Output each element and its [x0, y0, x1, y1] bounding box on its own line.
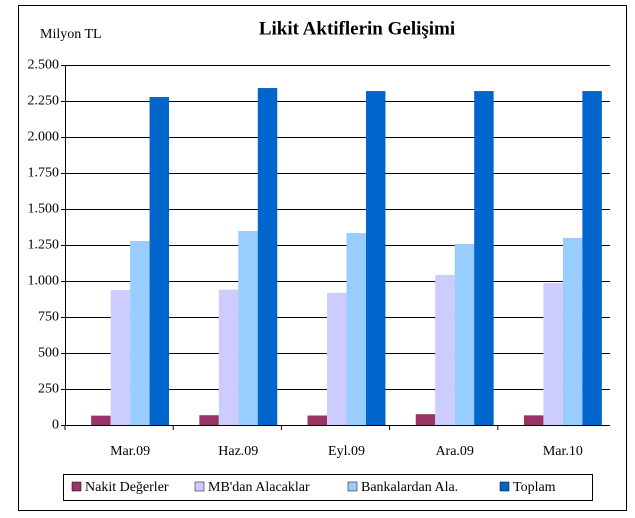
bar: [199, 415, 219, 425]
bar: [474, 91, 494, 426]
bar: [238, 231, 258, 425]
x-tick-label: Eyl.09: [328, 444, 365, 459]
legend-label: MB'dan Alacaklar: [208, 480, 310, 495]
bar: [307, 415, 328, 425]
bar: [365, 91, 386, 426]
legend-marker: [499, 481, 510, 492]
bar: [415, 414, 436, 425]
x-tick-label: Ara.09: [435, 444, 474, 459]
x-tick-label: Mar.09: [110, 444, 150, 459]
y-tick-label: 500: [38, 346, 59, 361]
bar: [543, 283, 563, 425]
y-tick-label: 1.250: [28, 238, 60, 253]
y-tick-label: 0: [52, 418, 59, 433]
legend-marker: [71, 481, 82, 492]
y-tick-label: 250: [38, 382, 59, 397]
bar: [327, 292, 347, 425]
x-tick-label: Mar.10: [543, 444, 583, 459]
bar: [91, 415, 111, 425]
legend-label: Toplam: [513, 480, 556, 495]
x-tick-label: Haz.09: [218, 444, 258, 459]
bar: [523, 415, 544, 425]
y-tick-label: 2.500: [28, 58, 60, 73]
bar: [435, 274, 455, 425]
bar: [454, 243, 475, 425]
y-tick-label: 1.500: [28, 202, 60, 217]
y-tick-label: 2.250: [28, 94, 60, 109]
bar: [346, 233, 366, 425]
bar: [130, 240, 150, 425]
bar: [149, 96, 170, 425]
legend-label: Bankalardan Ala.: [361, 480, 458, 495]
y-tick-label: 750: [38, 310, 59, 325]
bar: [562, 237, 583, 425]
legend-marker: [347, 481, 358, 492]
y-tick-label: 2.000: [28, 130, 60, 145]
chart-title: Likit Aktiflerin Gelişimi: [259, 18, 455, 39]
y-tick-label: 1.000: [28, 274, 60, 289]
y-axis-label: Milyon TL: [40, 27, 102, 42]
bar: [257, 88, 278, 425]
bar: [110, 290, 131, 425]
bar: [218, 289, 239, 425]
legend-marker: [194, 481, 205, 492]
legend-label: Nakit Değerler: [85, 480, 169, 495]
bar: [582, 91, 602, 426]
y-tick-label: 1.750: [28, 166, 60, 181]
chart-border: [18, 5, 627, 511]
